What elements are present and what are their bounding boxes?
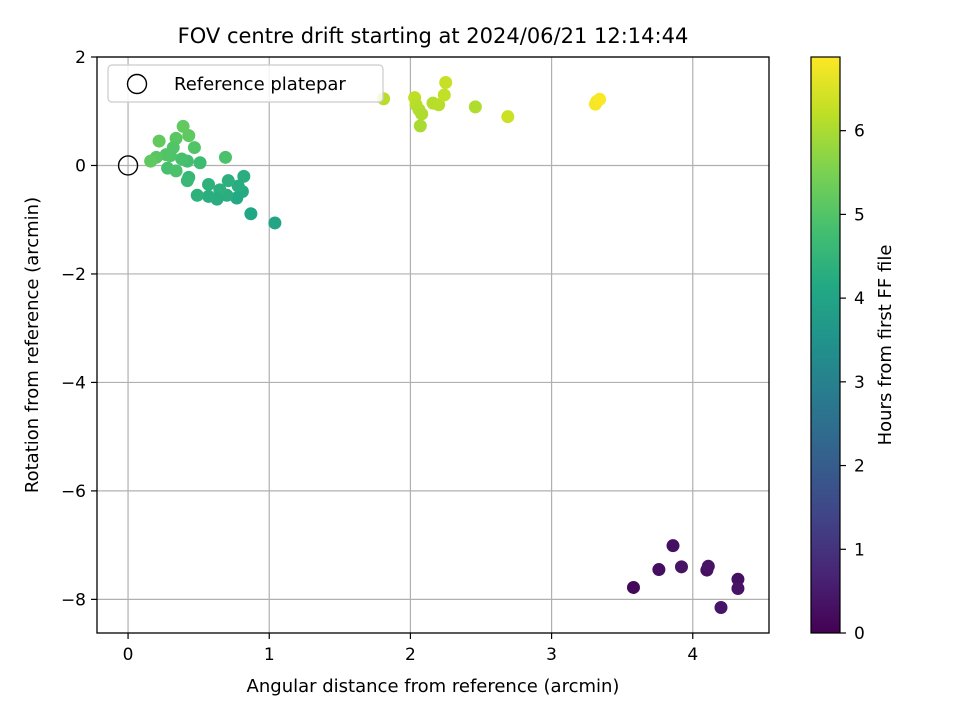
data-point xyxy=(237,169,251,183)
data-point xyxy=(626,580,640,594)
data-point xyxy=(159,148,173,162)
data-point xyxy=(230,191,244,205)
y-tick-label: 2 xyxy=(75,48,86,68)
y-tick-label: −8 xyxy=(61,590,86,610)
data-point xyxy=(652,563,666,577)
colorbar-tick-label: 5 xyxy=(854,205,865,225)
data-point xyxy=(169,164,183,178)
colorbar-ticks: 0 1 2 3 4 5 6 xyxy=(840,122,865,644)
colorbar-tick-label: 3 xyxy=(854,373,865,393)
data-point xyxy=(176,119,190,133)
data-point xyxy=(193,156,207,170)
data-point xyxy=(144,154,158,168)
colorbar-gradient xyxy=(810,56,841,634)
data-point xyxy=(674,560,688,574)
x-tick-label: 0 xyxy=(123,645,134,665)
legend-marker-reference xyxy=(126,73,148,95)
y-axis-ticks: 2 0 −2 −4 −6 −8 xyxy=(61,48,97,610)
legend-entry-reference-platepar: Reference platepar xyxy=(174,74,346,95)
data-point xyxy=(190,188,204,202)
x-axis-ticks: 0 1 2 3 4 xyxy=(123,633,698,665)
data-point xyxy=(415,107,429,121)
colorbar: 0 1 2 3 4 5 6 Hours from first FF file xyxy=(810,56,896,644)
data-point xyxy=(180,174,194,188)
y-tick-label: −6 xyxy=(61,482,86,502)
axes-frame xyxy=(96,56,770,634)
data-point xyxy=(268,216,282,230)
y-tick-label: −4 xyxy=(61,373,86,393)
data-point xyxy=(701,559,715,573)
data-point xyxy=(731,582,745,596)
data-point xyxy=(152,134,166,148)
legend-box xyxy=(107,64,384,103)
colorbar-tick-label: 2 xyxy=(854,457,865,477)
data-point xyxy=(231,179,245,193)
scatter-points xyxy=(144,75,745,615)
x-tick-label: 1 xyxy=(264,645,275,665)
colorbar-label: Hours from first FF file xyxy=(875,245,896,446)
data-point xyxy=(432,98,446,112)
x-tick-label: 3 xyxy=(546,645,557,665)
x-tick-label: 4 xyxy=(687,645,698,665)
data-point xyxy=(731,572,745,586)
data-point xyxy=(666,539,680,553)
data-point xyxy=(413,119,427,133)
data-point xyxy=(202,177,216,191)
x-axis-label: Angular distance from reference (arcmin) xyxy=(247,676,620,697)
x-tick-label: 2 xyxy=(405,645,416,665)
data-point xyxy=(187,141,201,155)
data-point xyxy=(221,174,235,188)
reference-platepar-marker xyxy=(117,155,139,176)
colorbar-tick-label: 1 xyxy=(854,540,865,560)
grid-lines xyxy=(97,56,769,633)
legend: Reference platepar xyxy=(107,64,384,103)
y-tick-label: −2 xyxy=(61,265,86,285)
data-point xyxy=(175,152,189,166)
data-point xyxy=(501,110,515,124)
data-point xyxy=(437,88,451,102)
data-point xyxy=(593,92,607,106)
colorbar-tick-label: 0 xyxy=(854,624,865,644)
chart-title: FOV centre drift starting at 2024/06/21 … xyxy=(178,24,689,48)
data-point xyxy=(468,100,482,114)
colorbar-tick-label: 6 xyxy=(854,122,865,142)
y-axis-label: Rotation from reference (arcmin) xyxy=(22,197,43,493)
data-point xyxy=(439,75,453,89)
data-point xyxy=(202,189,216,203)
y-tick-label: 0 xyxy=(75,156,86,176)
data-point xyxy=(714,601,728,615)
plot-area: 0 1 2 3 4 2 0 −2 −4 −6 −8 xyxy=(61,48,770,665)
data-point xyxy=(244,207,258,221)
data-point xyxy=(218,150,232,164)
colorbar-tick-label: 4 xyxy=(854,289,865,309)
reference-marker xyxy=(117,155,139,176)
